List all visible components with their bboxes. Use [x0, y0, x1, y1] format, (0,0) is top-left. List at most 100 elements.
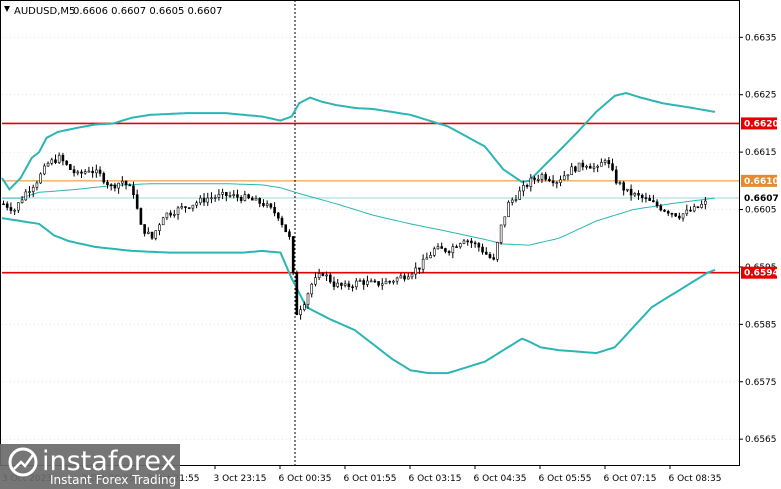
logo-tagline: Instant Forex Trading: [50, 473, 176, 487]
candle-body: [239, 196, 243, 201]
candle-body: [236, 194, 239, 198]
candle-body: [499, 224, 503, 243]
candle-body: [314, 277, 317, 285]
candle-body: [280, 217, 284, 225]
candle-body: [354, 280, 358, 288]
candle-body: [143, 224, 146, 234]
candle-body: [496, 242, 499, 260]
level-tag-bg: [741, 266, 777, 279]
candle-body: [76, 171, 80, 174]
candle-body: [418, 267, 421, 270]
candle-body: [585, 165, 588, 168]
candle-body: [269, 203, 273, 208]
candle-body: [481, 246, 484, 253]
candle-body: [503, 216, 507, 226]
candle-body: [9, 207, 13, 211]
chart-frame: [0, 0, 740, 466]
upper-band-line: [1, 91, 716, 191]
candle-body: [484, 251, 488, 255]
candle-body: [158, 224, 161, 231]
candle-body: [328, 274, 332, 283]
candle-body: [254, 198, 258, 201]
candle-body: [150, 231, 154, 239]
candle-body: [65, 160, 68, 165]
candle-body: [648, 197, 651, 201]
candle-body: [299, 309, 302, 316]
candle-body: [202, 197, 206, 203]
y-tick-label: 0.6605: [745, 206, 777, 216]
lower-band-line: [1, 217, 716, 375]
candle-body: [95, 169, 98, 174]
candle-body: [336, 282, 340, 287]
y-tick-label: 0.6625: [745, 91, 777, 101]
candle-body: [124, 180, 128, 186]
candle-body: [325, 274, 328, 277]
candle-body: [473, 242, 477, 245]
candle-body: [626, 188, 629, 191]
candle-body: [525, 184, 529, 187]
candle-body: [102, 173, 106, 183]
candle-body: [685, 209, 689, 215]
candle-body: [291, 236, 295, 274]
candle-body: [596, 165, 599, 168]
candle-body: [72, 169, 76, 174]
candle-body: [637, 193, 640, 196]
x-tick-label: 6 Oct 03:15: [409, 474, 462, 484]
chart-grid: [2, 37, 739, 440]
candle-body: [403, 275, 406, 280]
candle-body: [347, 283, 351, 288]
candle-body: [340, 282, 343, 286]
candle-body: [91, 170, 94, 174]
candle-body: [614, 169, 618, 184]
candle-body: [13, 209, 16, 212]
candle-body: [432, 248, 436, 256]
candle-body: [629, 188, 633, 196]
candle-body: [581, 162, 585, 168]
chart-header-arrow-icon: [4, 6, 10, 12]
candle-body: [321, 273, 325, 276]
candle-body: [109, 184, 113, 187]
candle-body: [373, 280, 377, 283]
candle-body: [462, 240, 466, 244]
candle-body: [43, 165, 46, 175]
candle-body: [674, 213, 677, 217]
level-tag: 0.6610: [744, 177, 779, 187]
candle-body: [678, 215, 681, 219]
candle-body: [421, 258, 425, 270]
candle-body: [184, 206, 187, 208]
candle-body: [20, 199, 24, 204]
candle-body: [217, 194, 221, 198]
chart-header: AUDUSD,M5 0.6606 0.6607 0.6605 0.6607: [4, 6, 223, 17]
candle-body: [470, 240, 473, 244]
candle-body: [206, 197, 210, 203]
current-price-tag-bg: [741, 192, 777, 205]
candle-body: [444, 248, 447, 252]
candle-body: [169, 212, 172, 216]
candle-body: [666, 211, 670, 214]
level-tag-bg: [741, 174, 777, 187]
candle-body: [522, 184, 525, 192]
candle-body: [165, 212, 169, 219]
symbol-label: AUDUSD,M5: [14, 6, 75, 17]
candle-body: [384, 280, 388, 285]
candle-body: [5, 203, 9, 208]
candle-body: [147, 231, 150, 234]
candle-body: [681, 213, 685, 219]
candle-body: [570, 166, 573, 176]
candle-body: [228, 195, 232, 197]
candle-body: [369, 280, 373, 283]
candle-body: [544, 174, 547, 180]
candle-body: [83, 171, 87, 174]
x-tick-label: 6 Oct 05:55: [539, 474, 592, 484]
candle-body: [302, 304, 306, 310]
instaforex-logo: instaforex Instant Forex Trading: [0, 444, 180, 489]
candle-body: [221, 192, 224, 195]
candle-body: [607, 160, 611, 165]
level-tag: 0.6594: [744, 269, 779, 279]
candle-body: [388, 280, 392, 283]
candle-body: [24, 191, 28, 201]
y-tick-label: 0.6575: [745, 378, 777, 388]
candle-body: [451, 246, 455, 254]
candle-body: [247, 194, 250, 199]
